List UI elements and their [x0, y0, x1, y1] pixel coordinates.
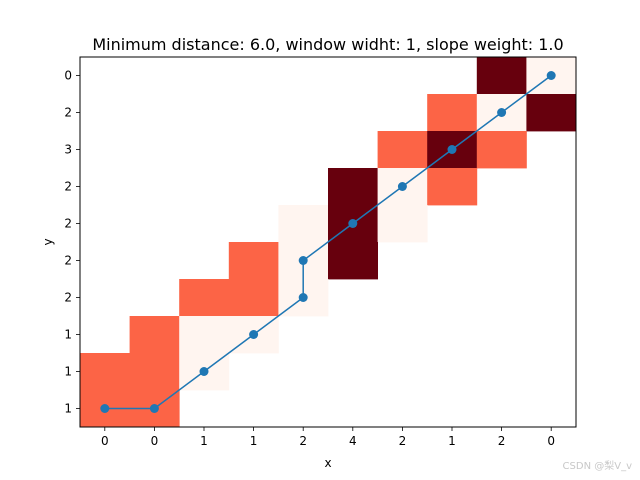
warping-path-point [546, 71, 556, 80]
heatmap-cell [328, 168, 378, 206]
warping-path-point [149, 404, 159, 413]
warping-path-point [397, 182, 407, 191]
heatmap-cell [377, 131, 428, 169]
x-tick-label: 0 [151, 434, 159, 448]
warping-path-point [298, 256, 308, 265]
heatmap-cell [278, 205, 329, 243]
y-tick-label: 0 [64, 69, 72, 83]
chart-title: Minimum distance: 6.0, window widht: 1, … [92, 35, 563, 54]
y-tick-label: 1 [64, 402, 72, 416]
heatmap-cell [129, 316, 180, 354]
y-tick-label: 2 [64, 217, 72, 231]
x-tick-label: 1 [200, 434, 208, 448]
y-tick-label: 3 [64, 143, 72, 157]
heatmap-cell [179, 279, 230, 317]
heatmap-cell [476, 57, 527, 95]
heatmap-cell [228, 242, 279, 280]
y-tick-label: 2 [64, 180, 72, 194]
heatmap-cell [328, 242, 378, 280]
y-tick-label: 2 [64, 106, 72, 120]
x-tick-label: 2 [498, 434, 506, 448]
warping-path-point [100, 404, 110, 413]
heatmap-cell [179, 316, 230, 354]
y-tick-label: 2 [64, 291, 72, 305]
y-axis-ticks: 0 2 3 2 2 2 2 1 1 1 [64, 69, 80, 416]
y-axis-label: y [41, 238, 55, 245]
heatmap-cell [228, 279, 279, 317]
y-tick-label: 1 [64, 328, 72, 342]
x-tick-label: 0 [101, 434, 109, 448]
x-tick-label: 2 [299, 434, 307, 448]
warping-path-point [348, 219, 358, 228]
watermark: CSDN @梨V_v [562, 461, 632, 472]
warping-path-point [298, 293, 308, 302]
warping-path [100, 71, 556, 413]
x-tick-label: 2 [399, 434, 407, 448]
x-axis-label: x [324, 456, 331, 470]
x-axis-ticks: 0 0 1 1 2 4 2 1 2 0 [101, 427, 555, 448]
heatmap-cell [476, 131, 527, 169]
warping-path-point [199, 367, 209, 376]
warping-path-point [447, 145, 457, 154]
y-tick-label: 1 [64, 365, 72, 379]
heatmap-cell [80, 353, 130, 391]
heatmap-cell [129, 353, 180, 391]
heatmap-cell [377, 205, 428, 243]
x-tick-label: 1 [448, 434, 456, 448]
heatmap-cell [427, 94, 478, 132]
heatmap-cell [427, 168, 478, 206]
plot-frame [79, 56, 577, 428]
heatmap-cell [526, 94, 577, 132]
y-tick-label: 2 [64, 254, 72, 268]
x-tick-label: 1 [250, 434, 258, 448]
x-tick-label: 4 [349, 434, 357, 448]
x-tick-label: 0 [547, 434, 555, 448]
warping-path-point [249, 330, 259, 339]
warping-path-point [497, 108, 507, 117]
